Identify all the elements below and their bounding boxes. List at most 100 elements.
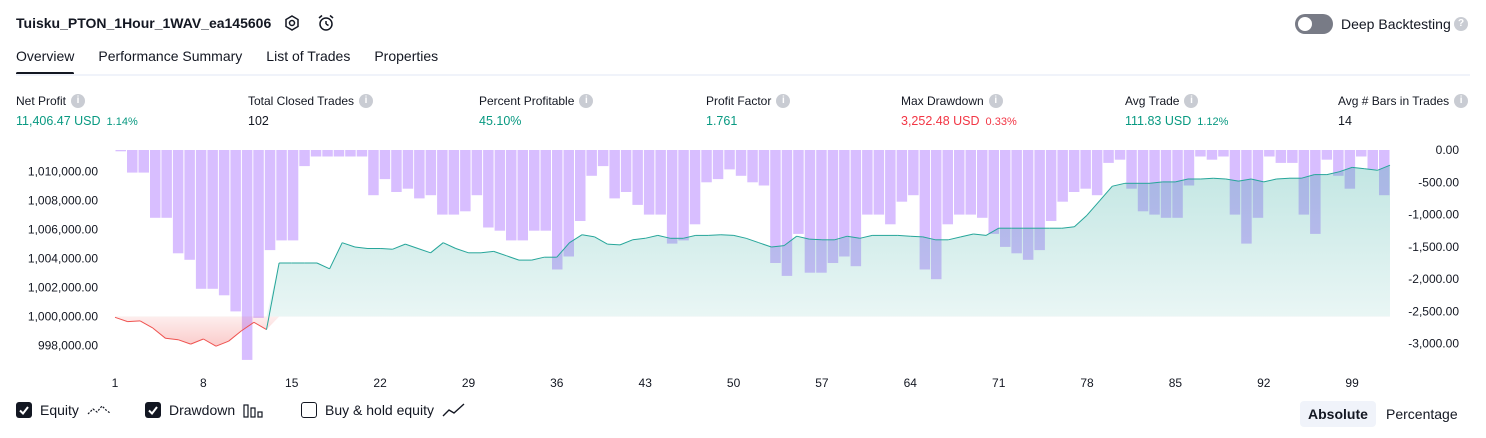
drawdown-bar <box>218 150 230 296</box>
drawdown-bar <box>195 150 207 289</box>
drawdown-bar <box>241 150 253 360</box>
metric-label: Percent Profitable <box>479 94 575 108</box>
metric-label: Net Profit <box>16 94 67 108</box>
drawdown-bar <box>1333 150 1344 176</box>
drawdown-bar <box>391 150 402 192</box>
right-axis: 0.00 -500.00 -1,000.00 -1,500.00 -2,000.00 -2… <box>1408 143 1459 351</box>
deep-backtesting-toggle[interactable] <box>1295 14 1333 34</box>
metric-net-profit: Net Profit i 11,406.47 USD 1.14% <box>16 94 138 128</box>
right-axis-tick: 0.00 <box>1436 143 1460 157</box>
equity-checkbox[interactable] <box>16 402 32 418</box>
drawdown-bar <box>207 150 218 289</box>
drawdown-bar <box>620 150 632 192</box>
drawdown-bar <box>758 150 770 186</box>
equity-segment <box>783 235 797 247</box>
tab-list-of-trades[interactable]: List of Trades <box>266 48 351 64</box>
drawdown-bar <box>1218 150 1229 157</box>
drawdown-bar <box>127 150 138 173</box>
drawdown-bar <box>919 150 931 270</box>
right-axis-tick: -1,000.00 <box>1408 208 1459 222</box>
drawdown-bar <box>747 150 758 183</box>
equity-segment <box>1339 166 1353 173</box>
equity-segment <box>948 236 961 241</box>
equity-segment <box>354 246 368 249</box>
info-icon[interactable]: i <box>1454 94 1469 108</box>
drawdown-bar <box>586 150 597 176</box>
metric-max-drawdown: Max Drawdown i 3,252.48 USD 0.33% <box>901 94 1017 128</box>
equity-segment <box>556 242 570 258</box>
equity-segment <box>329 242 343 270</box>
drawdown-bar <box>299 150 310 167</box>
x-axis-tick: 15 <box>285 376 299 390</box>
tab-properties[interactable]: Properties <box>374 48 439 64</box>
drawdown-bar <box>1206 150 1218 160</box>
equity-segment <box>1200 177 1214 180</box>
trend-line-icon <box>442 403 465 417</box>
info-icon[interactable]: i <box>1184 94 1199 108</box>
x-axis-tick: 64 <box>904 376 918 390</box>
drawdown-bar <box>977 150 988 218</box>
info-icon[interactable]: i <box>776 94 791 108</box>
metric-value: 11,406.47 USD <box>16 114 101 128</box>
drawdown-bar <box>517 150 528 241</box>
drawdown-bar <box>379 150 391 180</box>
alarm-clock-icon[interactable] <box>316 13 336 33</box>
equity-segment <box>897 234 911 237</box>
metric-value: 1.761 <box>706 114 738 128</box>
drawdown-bar <box>1321 150 1333 160</box>
legend-equity[interactable]: Equity <box>16 402 111 418</box>
settings-icon[interactable] <box>282 13 302 33</box>
help-icon[interactable]: ? <box>1454 17 1468 31</box>
drawdown-bar <box>1080 150 1091 189</box>
metric-avg-trade: Avg Trade i 111.83 USD 1.12% <box>1125 94 1228 128</box>
equity-segment <box>405 243 419 249</box>
drawdown-bar <box>954 150 965 215</box>
drawdown-bar <box>724 150 735 170</box>
buy-hold-checkbox[interactable] <box>301 402 317 418</box>
equity-segment <box>1301 174 1315 179</box>
info-icon[interactable]: i <box>359 94 374 108</box>
tab-performance-summary[interactable]: Performance Summary <box>98 48 243 64</box>
equity-segment <box>720 234 734 236</box>
equity-segment <box>165 337 179 341</box>
equity-segment <box>240 321 255 332</box>
drawdown-label: Drawdown <box>169 402 236 418</box>
equity-segment <box>442 242 457 249</box>
drawdown-checkbox[interactable] <box>145 402 161 418</box>
equity-segment <box>417 248 431 254</box>
equity-segment <box>569 234 583 244</box>
info-icon[interactable]: i <box>71 94 86 108</box>
tab-overview[interactable]: Overview <box>16 48 75 75</box>
equity-segment <box>973 233 987 236</box>
legend-buy-hold[interactable]: Buy & hold equity <box>301 402 466 418</box>
equity-segment <box>1250 178 1264 183</box>
tab-bar: Overview Performance Summary List of Tra… <box>16 48 439 75</box>
drawdown-bar <box>1103 150 1114 163</box>
drawdown-bar <box>770 150 781 263</box>
absolute-button[interactable]: Absolute <box>1300 401 1376 427</box>
info-icon[interactable]: i <box>579 94 594 108</box>
equity-segment <box>1175 178 1189 183</box>
drawdown-bar <box>460 150 471 212</box>
equity-segment <box>127 320 141 323</box>
equity-drawdown-chart[interactable]: 1,010,000.00 1,008,000.00 1,006,000.00 1,00… <box>0 138 1486 400</box>
right-axis-tick: -3,000.00 <box>1408 337 1459 351</box>
drawdown-bar <box>1057 150 1068 202</box>
drawdown-bar <box>965 150 976 215</box>
drawdown-bar <box>356 150 368 157</box>
drawdown-bar <box>563 150 574 257</box>
info-icon[interactable]: i <box>988 94 1003 108</box>
drawdown-bar <box>1045 150 1057 221</box>
x-axis-tick: 43 <box>639 376 653 390</box>
x-axis-tick: 22 <box>373 376 387 390</box>
equity-segment <box>1061 226 1075 229</box>
equity-segment <box>746 237 759 244</box>
legend-drawdown[interactable]: Drawdown <box>145 402 265 418</box>
drawdown-bar <box>150 150 161 218</box>
x-axis-tick: 71 <box>992 376 1006 390</box>
equity-segment <box>619 239 633 246</box>
percentage-button[interactable]: Percentage <box>1386 406 1458 422</box>
drawdown-bar <box>161 150 172 218</box>
metric-total-closed-trades: Total Closed Trades i 102 <box>248 94 374 128</box>
drawdown-bar <box>609 150 620 199</box>
